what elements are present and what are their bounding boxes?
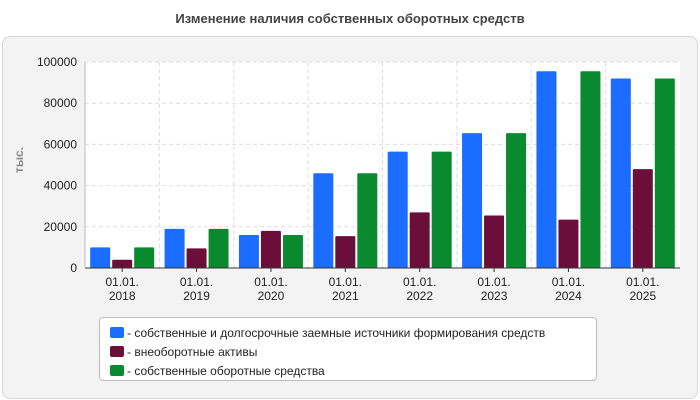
bars-layer: [90, 71, 675, 269]
bar: [90, 247, 111, 268]
bar: [208, 228, 229, 268]
bar: [238, 235, 259, 268]
bar: [431, 151, 452, 268]
axes-layer: 02000040000600008000010000001.01.201801.…: [37, 55, 680, 303]
x-tick-label: 01.01.: [626, 275, 659, 289]
y-tick-label: 20000: [44, 220, 78, 234]
x-tick-label: 2023: [481, 289, 508, 303]
x-tick-label: 01.01.: [180, 275, 213, 289]
bar: [632, 169, 653, 268]
bar: [484, 215, 505, 268]
x-tick-label: 2022: [406, 289, 433, 303]
x-tick-label: 2021: [332, 289, 359, 303]
legend-item-series-1: - собственные и долгосрочные заемные ист…: [110, 323, 596, 342]
y-tick-label: 100000: [37, 55, 77, 69]
legend-swatch-series-2: [110, 346, 124, 357]
x-tick-label: 01.01.: [552, 275, 585, 289]
bar: [536, 71, 557, 269]
y-tick-label: 60000: [44, 137, 78, 151]
bar: [282, 235, 303, 268]
legend-item-series-3: - собственные оборотные средства: [110, 361, 596, 380]
x-tick-label: 2019: [183, 289, 210, 303]
x-tick-label: 2020: [258, 289, 285, 303]
bar: [112, 259, 133, 268]
y-tick-label: 80000: [44, 96, 78, 110]
bar: [654, 78, 675, 268]
bar: [387, 151, 408, 268]
x-tick-label: 01.01.: [329, 275, 362, 289]
legend-swatch-series-1: [110, 327, 124, 338]
y-axis-label: тыс.: [12, 147, 26, 173]
legend-item-series-2: - внеоборотные активы: [110, 342, 596, 361]
bar: [260, 230, 281, 268]
bar: [580, 71, 601, 269]
bar: [164, 228, 185, 268]
bar: [357, 173, 378, 268]
legend-label-series-1: - собственные и долгосрочные заемные ист…: [127, 325, 546, 340]
x-tick-label: 2024: [555, 289, 582, 303]
legend-swatch-series-3: [110, 365, 124, 376]
chart-legend: - собственные и долгосрочные заемные ист…: [99, 317, 597, 381]
legend-label-series-2: - внеоборотные активы: [127, 344, 258, 359]
bar: [134, 247, 155, 268]
bar: [610, 78, 631, 268]
bar: [313, 173, 334, 268]
x-tick-label: 01.01.: [254, 275, 287, 289]
y-tick-label: 0: [70, 261, 77, 275]
x-tick-label: 01.01.: [403, 275, 436, 289]
bar: [409, 212, 430, 268]
bar: [506, 133, 527, 268]
x-tick-label: 01.01.: [106, 275, 139, 289]
bar: [335, 236, 356, 268]
y-tick-label: 40000: [44, 179, 78, 193]
x-tick-label: 2025: [629, 289, 656, 303]
chart-title: Изменение наличия собственных оборотных …: [175, 11, 525, 26]
x-tick-label: 01.01.: [477, 275, 510, 289]
x-tick-label: 2018: [109, 289, 136, 303]
bar: [462, 133, 483, 268]
bar: [186, 248, 207, 268]
bar: [558, 219, 579, 268]
legend-label-series-3: - собственные оборотные средства: [127, 363, 325, 378]
